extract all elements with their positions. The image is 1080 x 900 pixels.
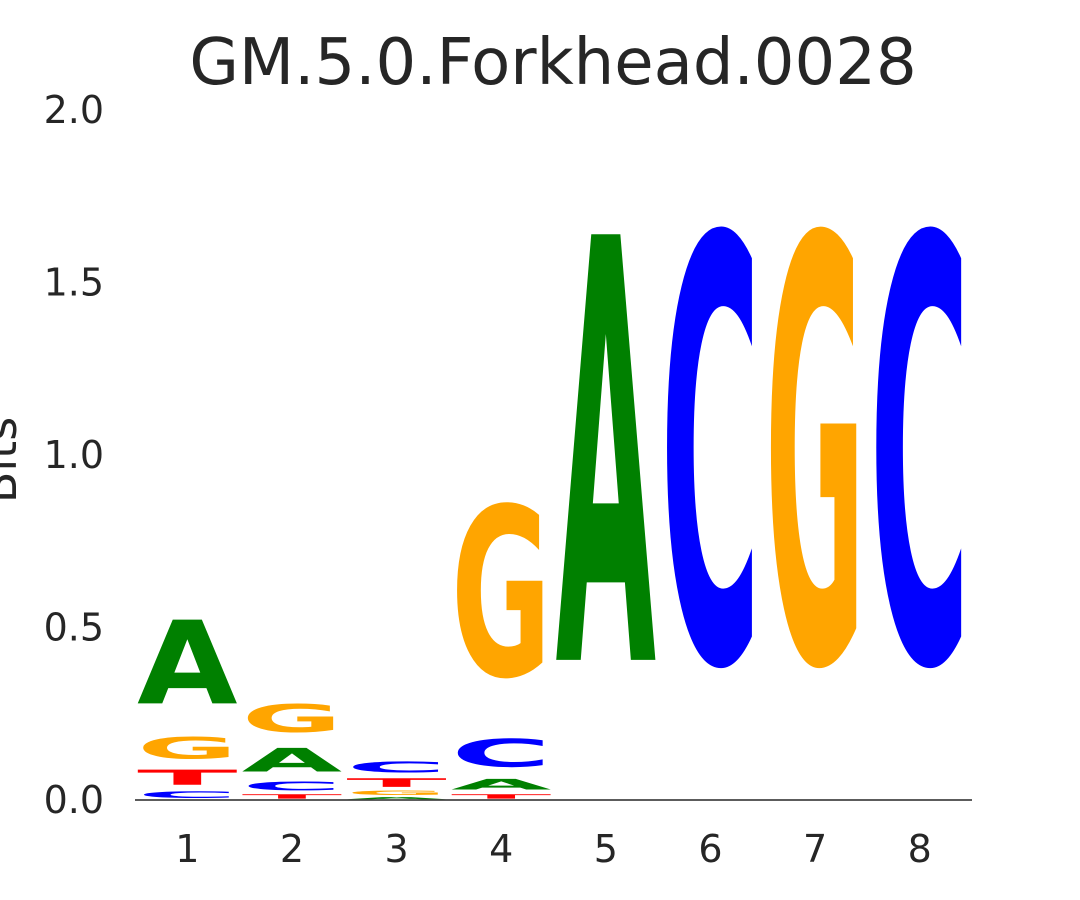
x-axis: 1 2 3 4 5 6 7 8 (175, 827, 932, 871)
logo-letter-c-pos8: C (869, 119, 969, 799)
logo-letter-c-pos2: C (242, 779, 342, 793)
chart-title: GM.5.0.Forkhead.0028 (189, 26, 916, 100)
x-tick-label: 8 (908, 827, 932, 871)
logo-letter-a-pos3: A (346, 797, 446, 800)
logo-letter-g-pos4: G (451, 458, 551, 730)
logo-letter-g-pos3: G (346, 790, 446, 797)
y-axis: 0.0 0.5 1.0 1.5 2.0 (44, 88, 104, 822)
logo-letter-a-pos2: A (242, 742, 342, 780)
y-tick-label: 1.5 (44, 261, 104, 305)
x-tick-label: 5 (594, 827, 618, 871)
logo-letter-a-pos4: A (451, 776, 551, 793)
logo-letter-t-pos3: T (346, 776, 446, 790)
y-tick-label: 2.0 (44, 88, 104, 132)
y-axis-label: Bits (0, 417, 27, 503)
logo-letter-c-pos4: C (451, 731, 551, 776)
logo-letter-a-pos1: A (137, 596, 238, 730)
logo-letter-g-pos7: G (765, 119, 865, 799)
logo-letter-t-pos1: T (137, 765, 238, 789)
logo-letter-t-pos2: T (242, 793, 342, 800)
x-tick-label: 1 (175, 827, 199, 871)
logo-letter-c-pos1: C (137, 790, 237, 800)
y-tick-label: 0.0 (44, 778, 104, 822)
x-tick-label: 4 (489, 827, 513, 871)
logo-letter-a-pos5: A (556, 117, 657, 798)
x-tick-label: 6 (698, 827, 722, 871)
y-tick-label: 1.0 (44, 433, 104, 477)
logo-letter-c-pos6: C (660, 119, 760, 799)
logo-letter-g-pos1: G (137, 731, 237, 765)
x-tick-label: 3 (384, 827, 408, 871)
logo-letter-t-pos4: T (451, 793, 551, 800)
y-tick-label: 0.5 (44, 606, 104, 650)
x-tick-label: 2 (280, 827, 304, 871)
x-tick-label: 7 (803, 827, 827, 871)
logo-letter-g-pos2: G (242, 697, 342, 741)
logo-letter-c-pos3: C (346, 759, 446, 776)
